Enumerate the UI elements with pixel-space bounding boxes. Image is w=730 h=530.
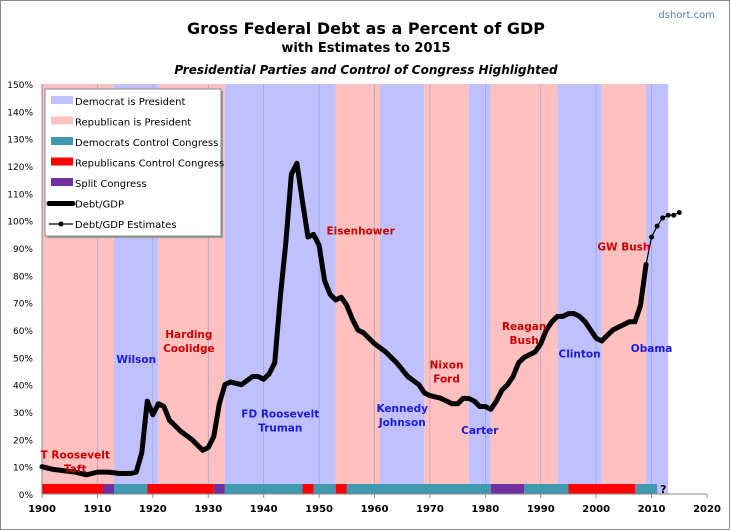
president-label: Truman (258, 422, 302, 434)
x-tick-label: 1990 (527, 504, 555, 515)
congress-segment (224, 484, 303, 494)
legend-item: Democrats Control Congress (75, 138, 218, 149)
president-label: Harding (165, 329, 212, 341)
y-tick-label: 0% (19, 491, 34, 501)
legend-item: Debt/GDP (75, 200, 124, 211)
estimate-point (654, 223, 660, 229)
estimate-point (676, 209, 682, 215)
chart-subtitle-2: Presidential Parties and Control of Cong… (174, 63, 558, 77)
estimate-point (660, 215, 666, 221)
y-tick-label: 140% (7, 108, 33, 118)
y-tick-label: 120% (7, 163, 33, 173)
legend-item: Republican is President (75, 118, 191, 129)
x-tick-label: 1900 (28, 504, 56, 515)
x-tick-label: 1950 (305, 504, 333, 515)
debt-gdp-line (39, 160, 649, 478)
president-label: Eisenhower (326, 225, 395, 237)
president-label: Obama (631, 343, 673, 355)
president-band (646, 84, 669, 494)
legend-item: Split Congress (75, 179, 147, 190)
x-tick-label: 1980 (471, 504, 499, 515)
legend-swatch (51, 116, 73, 125)
president-label: Bush (510, 335, 539, 347)
x-tick-label: 1930 (194, 504, 222, 515)
president-band (335, 84, 381, 494)
legend-swatch (51, 137, 73, 145)
congress-segment (568, 484, 635, 494)
y-tick-label: 10% (13, 464, 33, 474)
congress-segment (634, 484, 658, 494)
x-tick-label: 2010 (638, 504, 666, 515)
estimate-point (665, 212, 671, 218)
president-label: Kennedy (376, 403, 428, 415)
y-tick-label: 100% (7, 218, 33, 228)
president-label: FD Roosevelt (241, 408, 319, 420)
president-band (380, 84, 425, 494)
x-tick-label: 1910 (83, 504, 111, 515)
legend-item: Debt/GDP Estimates (75, 220, 177, 231)
president-label: Reagan (502, 321, 546, 333)
x-tick-label: 1940 (250, 504, 278, 515)
y-tick-label: 60% (13, 327, 33, 337)
legend-marker (58, 221, 64, 227)
y-tick-label: 150% (7, 81, 33, 91)
y-tick-label: 20% (13, 436, 33, 446)
congress-segment (42, 484, 103, 494)
legend-box (44, 88, 222, 237)
congress-segment (313, 484, 336, 494)
chart-title: Gross Federal Debt as a Percent of GDP (187, 19, 545, 38)
president-band (557, 84, 602, 494)
legend-item: Republicans Control Congress (75, 159, 224, 170)
congress-segment (147, 484, 214, 494)
congress-segment (346, 484, 491, 494)
congress-segment (524, 484, 569, 494)
source-label: dshort.com (658, 10, 715, 21)
congress-segment (490, 484, 525, 494)
x-tick-label: 2000 (582, 504, 610, 515)
president-label: Taft (64, 463, 86, 475)
president-label: Wilson (116, 354, 156, 366)
x-tick-label: 1960 (361, 504, 389, 515)
y-tick-label: 130% (7, 136, 33, 146)
president-label: Coolidge (163, 343, 215, 355)
legend-swatch (51, 157, 73, 166)
president-label: Clinton (558, 348, 600, 360)
estimate-point (649, 234, 655, 240)
congress-segment (114, 484, 148, 494)
legend-item: Democrat is President (75, 97, 185, 108)
x-tick-label: 2020 (693, 504, 721, 515)
y-tick-label: 90% (13, 245, 33, 255)
y-tick-label: 110% (7, 190, 33, 200)
legend-swatch (51, 96, 73, 104)
president-band (424, 84, 469, 494)
congress-unknown-label: ? (660, 483, 666, 496)
congress-segment (302, 484, 314, 494)
president-band (601, 84, 647, 494)
estimate-point (671, 212, 677, 218)
president-label: T Roosevelt (41, 449, 110, 461)
legend-swatch (51, 178, 73, 186)
president-band (490, 84, 558, 494)
y-tick-label: 30% (13, 409, 33, 419)
x-tick-label: 1920 (139, 504, 167, 515)
y-tick-label: 40% (13, 382, 33, 392)
president-label: GW Bush (597, 242, 650, 254)
president-label: Nixon (430, 359, 464, 371)
y-tick-label: 50% (13, 354, 33, 364)
x-tick-label: 1970 (416, 504, 444, 515)
president-label: Ford (433, 373, 460, 385)
congress-segment (335, 484, 347, 494)
congress-segment (102, 484, 115, 494)
president-label: Carter (461, 425, 499, 437)
y-tick-label: 70% (13, 300, 33, 310)
y-tick-label: 80% (13, 272, 33, 282)
congress-segment (213, 484, 225, 494)
chart-subtitle: with Estimates to 2015 (281, 41, 451, 56)
president-label: Johnson (378, 417, 426, 429)
